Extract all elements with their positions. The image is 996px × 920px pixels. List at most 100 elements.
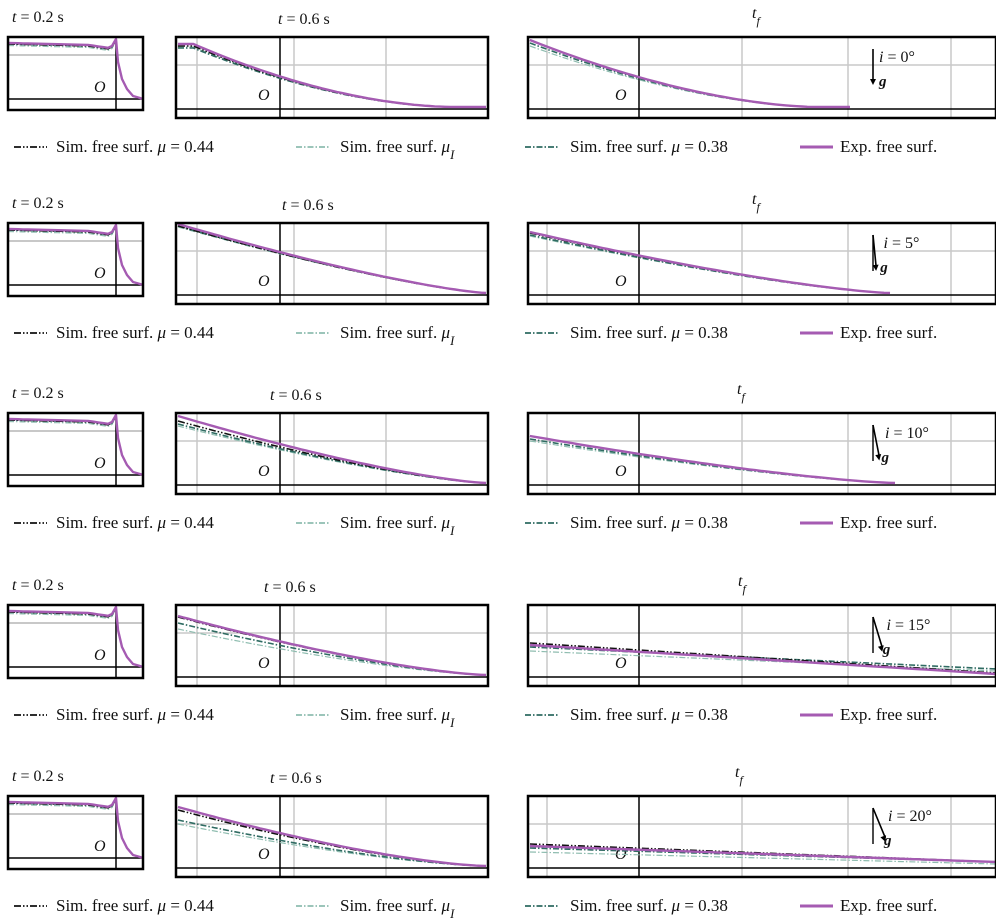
row-incl-10: O O Og i = 10° t = 0.2 s t = 0.6 s tf Sim. free… [6,381,996,538]
origin-label: O [615,273,627,290]
curves [177,414,487,485]
legend-label: Sim. free surf. μI [340,896,455,920]
gravity-arrow-icon [870,49,876,85]
panel-frame [6,603,145,680]
legend-label: Exp. free surf. [840,896,937,915]
legend-item-sim_038: Sim. free surf. μ = 0.38 [525,513,728,532]
legend-label: Exp. free surf. [840,323,937,342]
inclination-label: i = 5° [884,235,920,252]
curves [529,642,996,676]
legend-label: Sim. free surf. μ = 0.38 [570,137,728,156]
panel-frame [6,221,145,298]
grid [176,605,488,686]
gravity-vector [872,424,881,457]
grid [528,37,996,118]
curve-sim_mui [8,225,143,286]
grid [8,37,143,110]
curve-exp [529,230,891,295]
arrow-head [872,264,879,271]
legend: Sim. free surf. μ = 0.44 Sim. free surf. … [14,137,937,162]
origin-label: O [94,838,106,855]
curves [8,223,143,287]
gravity-label: g [882,642,891,658]
curve-sim_044 [529,39,850,108]
grid [8,796,143,869]
curve-sim_mui [8,415,143,476]
panel-tf: Og i = 5° [526,221,996,306]
time-label-tf: tf [738,573,747,596]
legend: Sim. free surf. μ = 0.44 Sim. free surf. … [14,513,937,538]
curve-sim_038 [8,607,143,668]
time-label-t06: t = 0.6 s [270,387,322,404]
inclination-label: i = 10° [885,425,929,442]
panel-frame [526,603,996,688]
curve-sim_mui [177,425,487,484]
curves [529,230,891,295]
legend-label: Sim. free surf. μ = 0.38 [570,323,728,342]
gravity-arrow-icon [872,616,884,653]
origin-label: O [94,265,106,282]
curve-sim_038 [8,39,143,100]
gravity-vector [872,807,887,839]
panel-t02: O [6,411,145,488]
time-label-tf: tf [737,381,746,404]
panel-t06: O [174,603,490,688]
legend-item-sim_038: Sim. free surf. μ = 0.38 [525,137,728,156]
legend-item-sim_mui: Sim. free surf. μI [296,705,455,730]
grid [8,223,143,296]
curve-exp [529,434,896,485]
legend-item-exp: Exp. free surf. [800,323,937,342]
grid [528,796,996,877]
curve-exp [8,223,143,287]
arrow-head [880,835,887,842]
curve-exp [8,605,143,669]
curve-sim_038 [8,415,143,476]
time-label-tf: tf [752,191,761,214]
time-label-t02: t = 0.2 s [12,768,64,785]
legend: Sim. free surf. μ = 0.44 Sim. free surf. … [14,705,937,730]
curve-exp [178,42,486,109]
grid [176,413,488,494]
legend-item-sim_mui: Sim. free surf. μI [296,323,455,348]
origin-label: O [258,87,270,104]
curves [178,42,486,109]
legend-label: Sim. free surf. μ = 0.44 [56,896,214,915]
curves [8,37,143,101]
curves [8,413,143,477]
panel-tf: Ogi = 20° [526,794,996,879]
curve-sim_mui [8,607,143,668]
legend-label: Sim. free surf. μ = 0.38 [570,896,728,915]
curve-exp [529,643,996,676]
origin-label: O [258,463,270,480]
arrow-head [870,79,876,85]
legend: Sim. free surf. μ = 0.44 Sim. free surf. … [14,896,937,920]
gravity-label: g [879,260,888,276]
gravity-label: g [878,74,887,90]
legend-label: Sim. free surf. μ = 0.44 [56,137,214,156]
curves [529,843,996,865]
legend-item-sim_mui: Sim. free surf. μI [296,513,455,538]
panel-frame [174,411,490,496]
curve-sim_mui [8,798,143,859]
panel-t02: O [6,603,145,680]
curve-sim_038 [177,622,487,676]
legend-item-sim_044: Sim. free surf. μ = 0.44 [14,513,214,532]
panel-t02: O [6,35,145,112]
gravity-label: g [881,450,890,466]
grid [8,605,143,678]
panel-tf: Og i = 15° [526,603,996,688]
legend-label: Exp. free surf. [840,513,937,532]
arrow-head [875,454,882,461]
curve-exp [529,38,850,109]
curve-sim_044 [8,607,143,668]
origin-label: O [615,463,627,480]
curves [529,434,896,485]
time-label-t02: t = 0.2 s [12,9,64,26]
legend-item-exp: Exp. free surf. [800,705,937,724]
grid [528,605,996,686]
time-label-t02: t = 0.2 s [12,577,64,594]
panel-frame [526,221,996,306]
panel-t02: O [6,221,145,298]
panel-frame [174,35,490,120]
panel-tf: Og i = 10° [526,411,996,496]
